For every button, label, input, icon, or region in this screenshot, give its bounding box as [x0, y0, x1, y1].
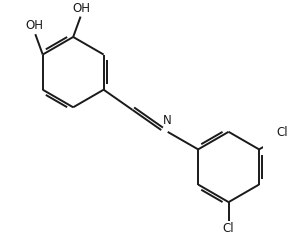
- Text: OH: OH: [72, 2, 91, 15]
- Text: OH: OH: [25, 19, 44, 32]
- Text: N: N: [163, 114, 172, 127]
- Text: Cl: Cl: [277, 126, 288, 139]
- Text: Cl: Cl: [223, 222, 234, 235]
